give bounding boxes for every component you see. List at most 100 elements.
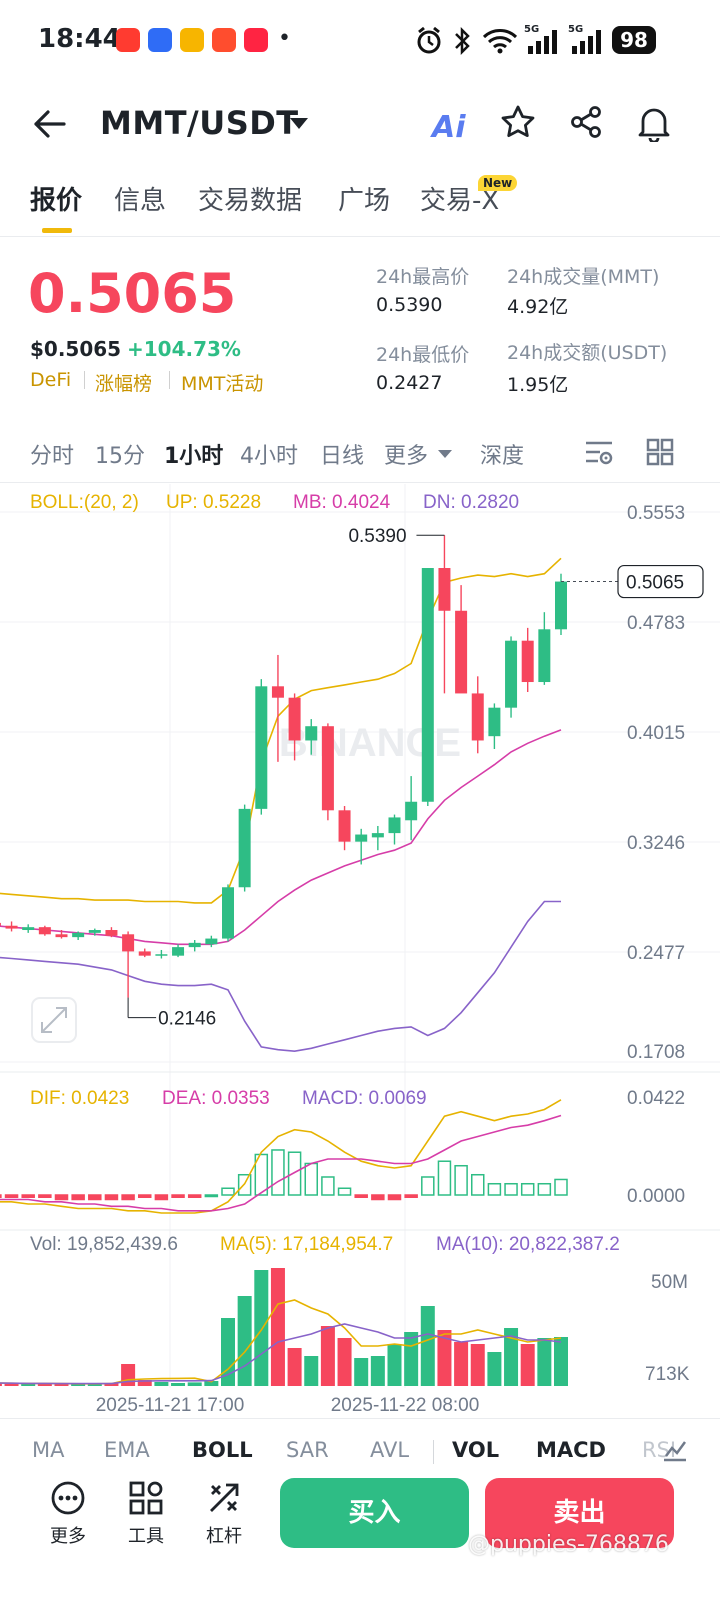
candle-body [88, 930, 101, 933]
timeframe-line[interactable]: 分时 [30, 444, 75, 469]
layout-grid-icon[interactable] [646, 438, 674, 466]
timeframe-15m[interactable]: 15分 [95, 444, 145, 469]
pair-dropdown-caret-icon[interactable] [290, 118, 308, 129]
xiaohongshu-icon [244, 28, 268, 52]
volume-bar [0, 1383, 2, 1386]
macd-histogram-bar [21, 1194, 35, 1199]
candle-body [471, 693, 484, 741]
volume-bar [287, 1348, 302, 1386]
more-button[interactable]: 更多 [38, 1480, 98, 1548]
tab-trading-data[interactable]: 交易数据 [198, 186, 303, 216]
price-alert-bell-icon[interactable] [636, 104, 672, 142]
tab-quote[interactable]: 报价 [30, 186, 83, 216]
price-axis-label: 0.4783 [627, 613, 685, 634]
timeframe-1h[interactable]: 1小时 [164, 444, 224, 469]
macd-histogram-bar [337, 1187, 352, 1196]
new-badge: New [478, 175, 518, 191]
price-change-percent: +104.73% [127, 337, 241, 361]
current-price-label: 0.5065 [626, 573, 684, 594]
time-axis-label: 2025-11-21 17:00 [96, 1395, 245, 1416]
stat-amount-value: 1.95亿 [507, 374, 569, 396]
timeframe-1d[interactable]: 日线 [320, 444, 365, 469]
candle-body [421, 568, 434, 802]
indicator-macd[interactable]: MACD [536, 1438, 606, 1462]
candle-body [555, 581, 567, 630]
ai-assistant-icon[interactable]: Ai [432, 110, 466, 145]
expand-chart-icon [31, 997, 77, 1043]
indicator-vol[interactable]: VOL [452, 1438, 500, 1462]
volume-bar [487, 1352, 502, 1386]
candle-body [355, 834, 368, 842]
macd-histogram-bar [537, 1182, 552, 1196]
baidu-icon [148, 28, 172, 52]
macd-histogram-bar [504, 1182, 518, 1196]
tab-square[interactable]: 广场 [338, 186, 391, 216]
macd-histogram-bar [471, 1173, 485, 1196]
timeframe-more[interactable]: 更多 [384, 444, 429, 469]
indicator-boll[interactable]: BOLL [192, 1438, 253, 1462]
macd-dif-line [0, 1099, 562, 1214]
more-dropdown-caret-icon[interactable] [438, 450, 452, 458]
macd-histogram-bar [204, 1194, 219, 1198]
candle-body [488, 707, 501, 737]
macd-histogram-bar [520, 1182, 535, 1196]
reader-app-icon [180, 28, 204, 52]
indicator-sar[interactable]: SAR [286, 1438, 329, 1462]
volume-bar [187, 1382, 202, 1386]
tab-trade-x[interactable]: 交易-X [420, 186, 500, 216]
macd-histogram-bar [271, 1149, 285, 1196]
low-marker-label: 0.2146 [158, 1009, 216, 1030]
tag-defi[interactable]: DeFi [30, 369, 72, 391]
macd-histogram-bar [387, 1194, 402, 1201]
candle-body [371, 833, 384, 838]
boll-dn-value: DN: 0.2820 [423, 492, 519, 513]
stat-amount-label: 24h成交额(USDT) [507, 342, 668, 364]
volume-ma5-value: MA(5): 17,184,954.7 [220, 1234, 393, 1255]
kline-chart[interactable]: BINANCE BOLL:(20, 2) UP: 0.5228 MB: 0.40… [0, 484, 720, 1418]
volume-bar [370, 1356, 385, 1386]
indicator-ema[interactable]: EMA [104, 1438, 150, 1462]
stat-volume-value: 4.92亿 [507, 296, 569, 318]
back-arrow-icon[interactable] [32, 108, 66, 140]
tab-info[interactable]: 信息 [114, 186, 167, 216]
volume-bar [520, 1344, 535, 1386]
tools-label: 工具 [128, 1526, 164, 1547]
price-axis-label: 0.5553 [627, 503, 685, 524]
candle-body [105, 930, 118, 936]
timeframe-4h[interactable]: 4小时 [240, 444, 298, 469]
sell-button[interactable]: 卖出 [485, 1478, 674, 1548]
tools-button[interactable]: 工具 [116, 1480, 176, 1548]
volume-bar [337, 1338, 352, 1386]
volume-axis-label: 713K [645, 1364, 690, 1385]
favorite-star-icon[interactable] [500, 104, 536, 140]
share-icon[interactable] [568, 104, 604, 140]
candle-body [238, 808, 251, 888]
volume-bar [87, 1383, 102, 1386]
volume-bar [154, 1382, 169, 1386]
macd-histogram-bar [321, 1176, 335, 1196]
macd-histogram-bar [187, 1194, 202, 1199]
trading-pair-title[interactable]: MMT/USDT [100, 104, 299, 142]
candle-body [122, 934, 135, 952]
leverage-button[interactable]: 杠杆 [194, 1480, 254, 1548]
buy-button[interactable]: 买入 [280, 1478, 469, 1548]
volume-bar [470, 1344, 485, 1386]
alarm-icon [417, 26, 441, 54]
price-axis-label: 0.4015 [627, 723, 685, 744]
tag-mmt-event[interactable]: MMT活动 [181, 373, 264, 395]
signal-5g-label-1: 5G [524, 24, 540, 35]
indicator-ma[interactable]: MA [32, 1438, 65, 1462]
chart-grid [0, 484, 720, 1388]
chart-settings-icon[interactable] [584, 438, 614, 466]
volume-bar [21, 1384, 36, 1386]
volume-bar [104, 1383, 119, 1386]
indicator-avl[interactable]: AVL [370, 1438, 410, 1462]
price-axis-label: 0.2477 [627, 943, 685, 964]
volume-bar [221, 1318, 235, 1386]
indicator-settings-icon[interactable] [662, 1438, 688, 1464]
candle-body [0, 922, 1, 926]
timeframe-depth[interactable]: 深度 [480, 444, 525, 469]
volume-bar [504, 1328, 519, 1386]
status-bar: 18:44 • 5G 5G 98 [0, 0, 720, 80]
tag-gainers[interactable]: 涨幅榜 [95, 373, 153, 395]
